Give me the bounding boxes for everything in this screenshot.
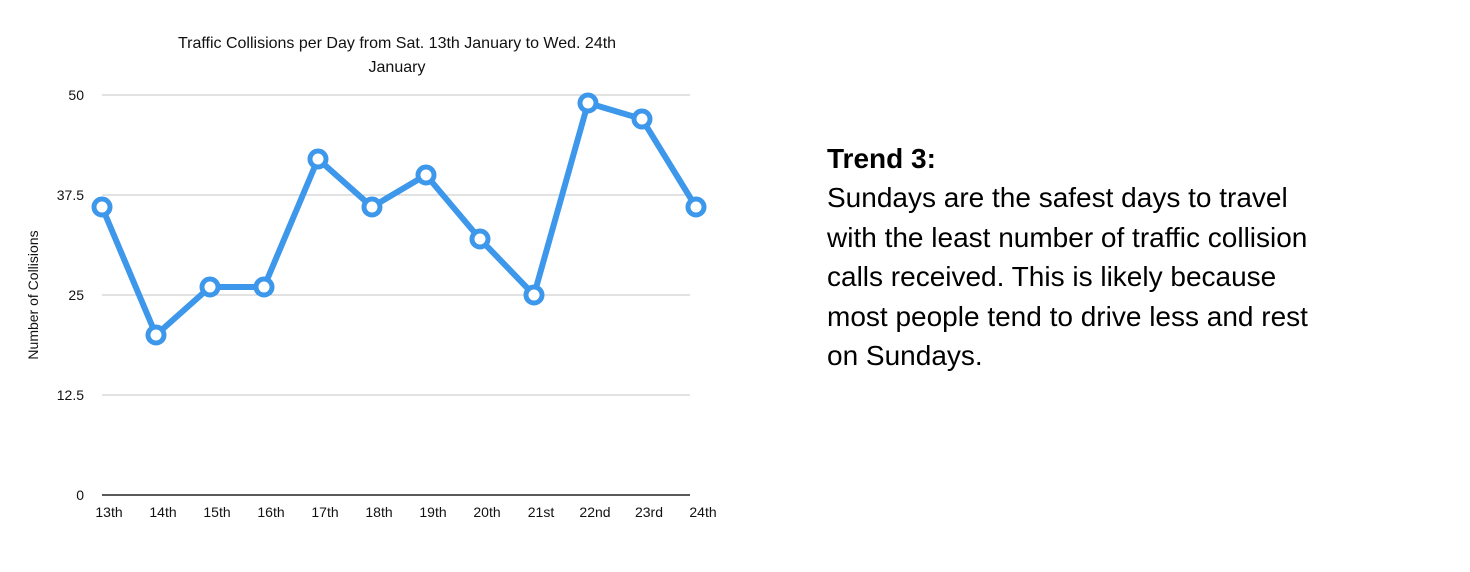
chart-title-line-1: Traffic Collisions per Day from Sat. 13t… <box>178 35 616 52</box>
trend-body-line: with the least number of traffic collisi… <box>827 221 1308 253</box>
x-tick-label: 19th <box>419 504 446 520</box>
trend-body-line: on Sundays. <box>827 340 983 371</box>
y-tick-label: 25 <box>68 287 84 303</box>
data-point <box>145 324 167 346</box>
x-tick-labels: 13th 14th 15th 16th 17th 18th 19th 20th 21st 22nd… <box>95 504 716 520</box>
y-tick-label: 12.5 <box>57 387 84 403</box>
x-tick-label: 16th <box>257 504 284 520</box>
data-point <box>253 276 275 298</box>
gridlines <box>102 94 690 496</box>
y-axis-label: Number of Collisions <box>25 230 41 359</box>
y-tick-labels: 0 12.5 25 37.5 50 <box>57 87 84 503</box>
x-tick-label: 23rd <box>635 504 663 520</box>
data-point <box>415 164 437 186</box>
data-point <box>91 196 113 218</box>
x-tick-label: 14th <box>149 504 176 520</box>
y-tick-label: 0 <box>76 487 84 503</box>
y-tick-label: 37.5 <box>57 187 84 203</box>
x-tick-label: 20th <box>473 504 500 520</box>
trend-body: Sundays are the safest days to travel wi… <box>827 178 1427 376</box>
data-point <box>577 92 599 114</box>
trend-body-line: Sundays are the safest days to travel <box>827 182 1288 213</box>
data-point <box>361 196 383 218</box>
x-tick-label: 18th <box>365 504 392 520</box>
data-point <box>523 284 545 306</box>
x-tick-label: 15th <box>203 504 230 520</box>
x-tick-label: 24th <box>689 504 716 520</box>
x-tick-label: 21st <box>528 504 555 520</box>
data-point <box>631 108 653 130</box>
data-point <box>469 228 491 250</box>
x-tick-label: 17th <box>311 504 338 520</box>
collisions-line-chart: Traffic Collisions per Day from Sat. 13t… <box>25 35 717 520</box>
y-tick-label: 50 <box>68 87 84 103</box>
x-tick-label: 22nd <box>579 504 610 520</box>
data-point <box>307 148 329 170</box>
chart-title-line-2: January <box>369 59 426 76</box>
data-point <box>685 196 707 218</box>
x-tick-label: 13th <box>95 504 122 520</box>
trend-body-line: calls received. This is likely because <box>827 261 1277 292</box>
trend-body-line: most people tend to drive less and rest <box>827 300 1308 332</box>
trend-panel: Trend 3: Sundays are the safest days to … <box>827 140 1427 376</box>
series-line <box>99 100 699 338</box>
trend-heading: Trend 3: <box>827 143 936 174</box>
series-collisions <box>91 92 707 346</box>
data-point <box>199 276 221 298</box>
